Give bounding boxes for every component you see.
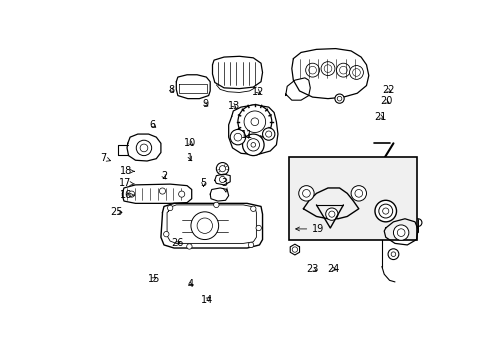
Circle shape (186, 244, 192, 249)
Bar (289, 157, 416, 240)
Circle shape (178, 191, 184, 197)
Text: 8: 8 (168, 85, 174, 95)
Circle shape (413, 219, 421, 226)
Text: 26: 26 (171, 238, 183, 248)
Circle shape (324, 65, 331, 72)
Circle shape (163, 231, 169, 237)
Circle shape (234, 133, 241, 141)
Circle shape (244, 111, 265, 132)
Circle shape (140, 144, 147, 152)
Circle shape (396, 229, 404, 237)
Text: 10: 10 (184, 138, 196, 148)
Text: 7: 7 (101, 153, 110, 163)
Circle shape (339, 66, 346, 74)
Circle shape (308, 66, 316, 74)
Circle shape (323, 205, 327, 210)
Circle shape (246, 139, 259, 151)
Circle shape (256, 225, 261, 231)
Text: 16: 16 (119, 190, 134, 200)
Circle shape (302, 189, 310, 197)
Text: 22: 22 (381, 85, 393, 95)
Circle shape (250, 118, 258, 126)
Circle shape (238, 105, 271, 139)
Circle shape (197, 218, 212, 233)
Circle shape (190, 212, 218, 239)
Circle shape (136, 140, 151, 156)
Circle shape (352, 69, 360, 76)
Circle shape (393, 225, 408, 240)
Circle shape (382, 208, 388, 214)
Text: 2: 2 (161, 171, 167, 181)
Text: 9: 9 (202, 99, 208, 109)
Circle shape (167, 205, 172, 211)
Circle shape (325, 208, 337, 220)
Ellipse shape (328, 223, 342, 233)
Text: 18: 18 (119, 166, 134, 176)
Text: 11: 11 (240, 130, 252, 140)
Text: 19: 19 (295, 224, 324, 234)
Circle shape (128, 191, 135, 197)
Circle shape (321, 203, 329, 212)
Circle shape (298, 186, 313, 201)
Circle shape (374, 200, 396, 222)
Circle shape (321, 203, 329, 211)
Text: 4: 4 (187, 279, 193, 289)
Circle shape (387, 249, 398, 260)
Text: 25: 25 (110, 207, 123, 217)
Circle shape (219, 176, 225, 183)
Text: 24: 24 (326, 264, 339, 274)
Circle shape (248, 242, 253, 248)
Text: 23: 23 (306, 264, 318, 274)
Text: 14: 14 (201, 294, 213, 305)
Ellipse shape (324, 220, 346, 237)
Circle shape (390, 252, 395, 256)
Circle shape (321, 62, 334, 76)
Text: 21: 21 (373, 112, 386, 122)
Circle shape (242, 134, 264, 156)
Circle shape (350, 186, 366, 201)
Circle shape (265, 131, 271, 137)
Circle shape (328, 211, 334, 217)
Circle shape (230, 130, 245, 145)
Text: 3: 3 (221, 178, 227, 192)
Circle shape (349, 66, 363, 80)
Text: 15: 15 (147, 274, 160, 284)
Circle shape (354, 189, 362, 197)
Text: 17: 17 (119, 178, 134, 188)
Circle shape (213, 202, 219, 208)
Circle shape (337, 96, 341, 101)
Circle shape (378, 204, 392, 218)
Circle shape (250, 206, 256, 211)
Circle shape (219, 166, 225, 172)
Text: 13: 13 (227, 100, 239, 111)
Circle shape (159, 188, 165, 194)
Text: 20: 20 (379, 96, 391, 107)
Circle shape (336, 63, 349, 77)
Circle shape (292, 247, 297, 252)
Circle shape (250, 143, 255, 147)
Text: 1: 1 (187, 153, 193, 163)
Circle shape (323, 205, 327, 210)
Circle shape (262, 128, 274, 140)
Text: 5: 5 (200, 178, 206, 188)
Circle shape (305, 63, 319, 77)
Text: 12: 12 (251, 87, 264, 97)
Text: 6: 6 (149, 120, 156, 130)
Circle shape (334, 94, 344, 103)
Circle shape (216, 163, 228, 175)
